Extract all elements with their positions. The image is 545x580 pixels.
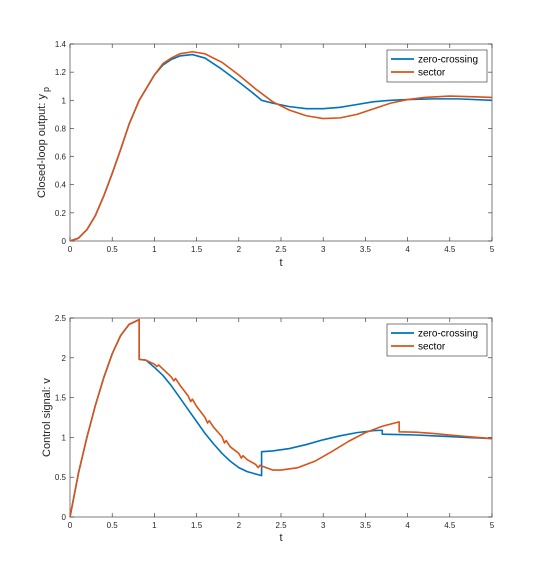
legend-label-zero-crossing: zero-crossing [418, 329, 478, 340]
x-tick-label: 1.5 [191, 521, 203, 530]
y-tick-label: 0 [62, 513, 67, 522]
y-axis-label-text: Closed-loop output: y [36, 94, 48, 198]
y-tick-label: 0.2 [55, 209, 67, 218]
chart-1: 0 0.5 1 1.5 2 2.5 3 3.5 4 4.5 5 0 0.2 0.4 0.6 0.8 1 1.2 1.… [36, 40, 495, 269]
y-tick-label: 1 [62, 96, 67, 105]
y-tick-label: 0.8 [55, 124, 67, 133]
x-tick-label: 2.5 [275, 245, 287, 254]
y-tick-label: 0.6 [55, 153, 67, 162]
x-tick-label: 1 [152, 245, 157, 254]
x-tick-label: 0.5 [107, 245, 119, 254]
x-tick-label: 3.5 [360, 245, 372, 254]
legend-box [386, 323, 488, 357]
y-tick-label: 1.5 [55, 394, 67, 403]
legend: zero-crossing sector [386, 49, 488, 83]
y-tick-label: 1.4 [55, 40, 67, 49]
y-axis-label-text: Control signal: v [41, 378, 53, 457]
y-tick-label: 1 [62, 433, 67, 442]
x-tick-label: 0 [68, 245, 73, 254]
y-tick-label: 0 [62, 237, 67, 246]
series-line-sector [69, 318, 493, 518]
y-axis-label: Control signal: v [41, 378, 53, 457]
x-tick-label: 4 [405, 521, 410, 530]
y-tick-label: 0.5 [55, 473, 67, 482]
legend: zero-crossing sector [386, 323, 488, 357]
y-axis-label: Closed-loop output: y p [36, 87, 51, 198]
legend-label-sector: sector [418, 342, 446, 353]
x-tick-label: 4.5 [444, 245, 456, 254]
x-tick-label: 4.5 [444, 521, 456, 530]
y-tick-label: 1.2 [55, 68, 67, 77]
y-tick-label: 2 [62, 354, 67, 363]
x-axis-label: t [279, 532, 282, 544]
x-tick-label: 3 [321, 521, 326, 530]
series-line-sector [69, 50, 493, 242]
legend-label-zero-crossing: zero-crossing [418, 55, 478, 66]
x-tick-label: 0.5 [107, 521, 119, 530]
x-tick-label: 0 [68, 521, 73, 530]
y-tick-label: 0.4 [55, 181, 67, 190]
chart-2: 0 0.5 1 1.5 2 2.5 3 3.5 4 4.5 5 0 0.5 1 1.5 2 2.5 t Contro… [41, 314, 495, 544]
x-tick-label: 3.5 [360, 521, 372, 530]
x-tick-label: 5 [490, 521, 495, 530]
x-tick-label: 2 [237, 245, 242, 254]
x-axis-label: t [279, 257, 282, 269]
legend-box [386, 49, 488, 83]
x-tick-label: 2 [237, 521, 242, 530]
x-tick-label: 4 [405, 245, 410, 254]
y-axis-label-subscript: p [41, 87, 51, 92]
x-tick-label: 3 [321, 245, 326, 254]
x-tick-label: 2.5 [275, 521, 287, 530]
legend-label-sector: sector [418, 68, 446, 79]
x-tick-label: 1.5 [191, 245, 203, 254]
y-tick-label: 2.5 [55, 314, 67, 323]
x-tick-label: 1 [152, 521, 157, 530]
x-tick-label: 5 [490, 245, 495, 254]
